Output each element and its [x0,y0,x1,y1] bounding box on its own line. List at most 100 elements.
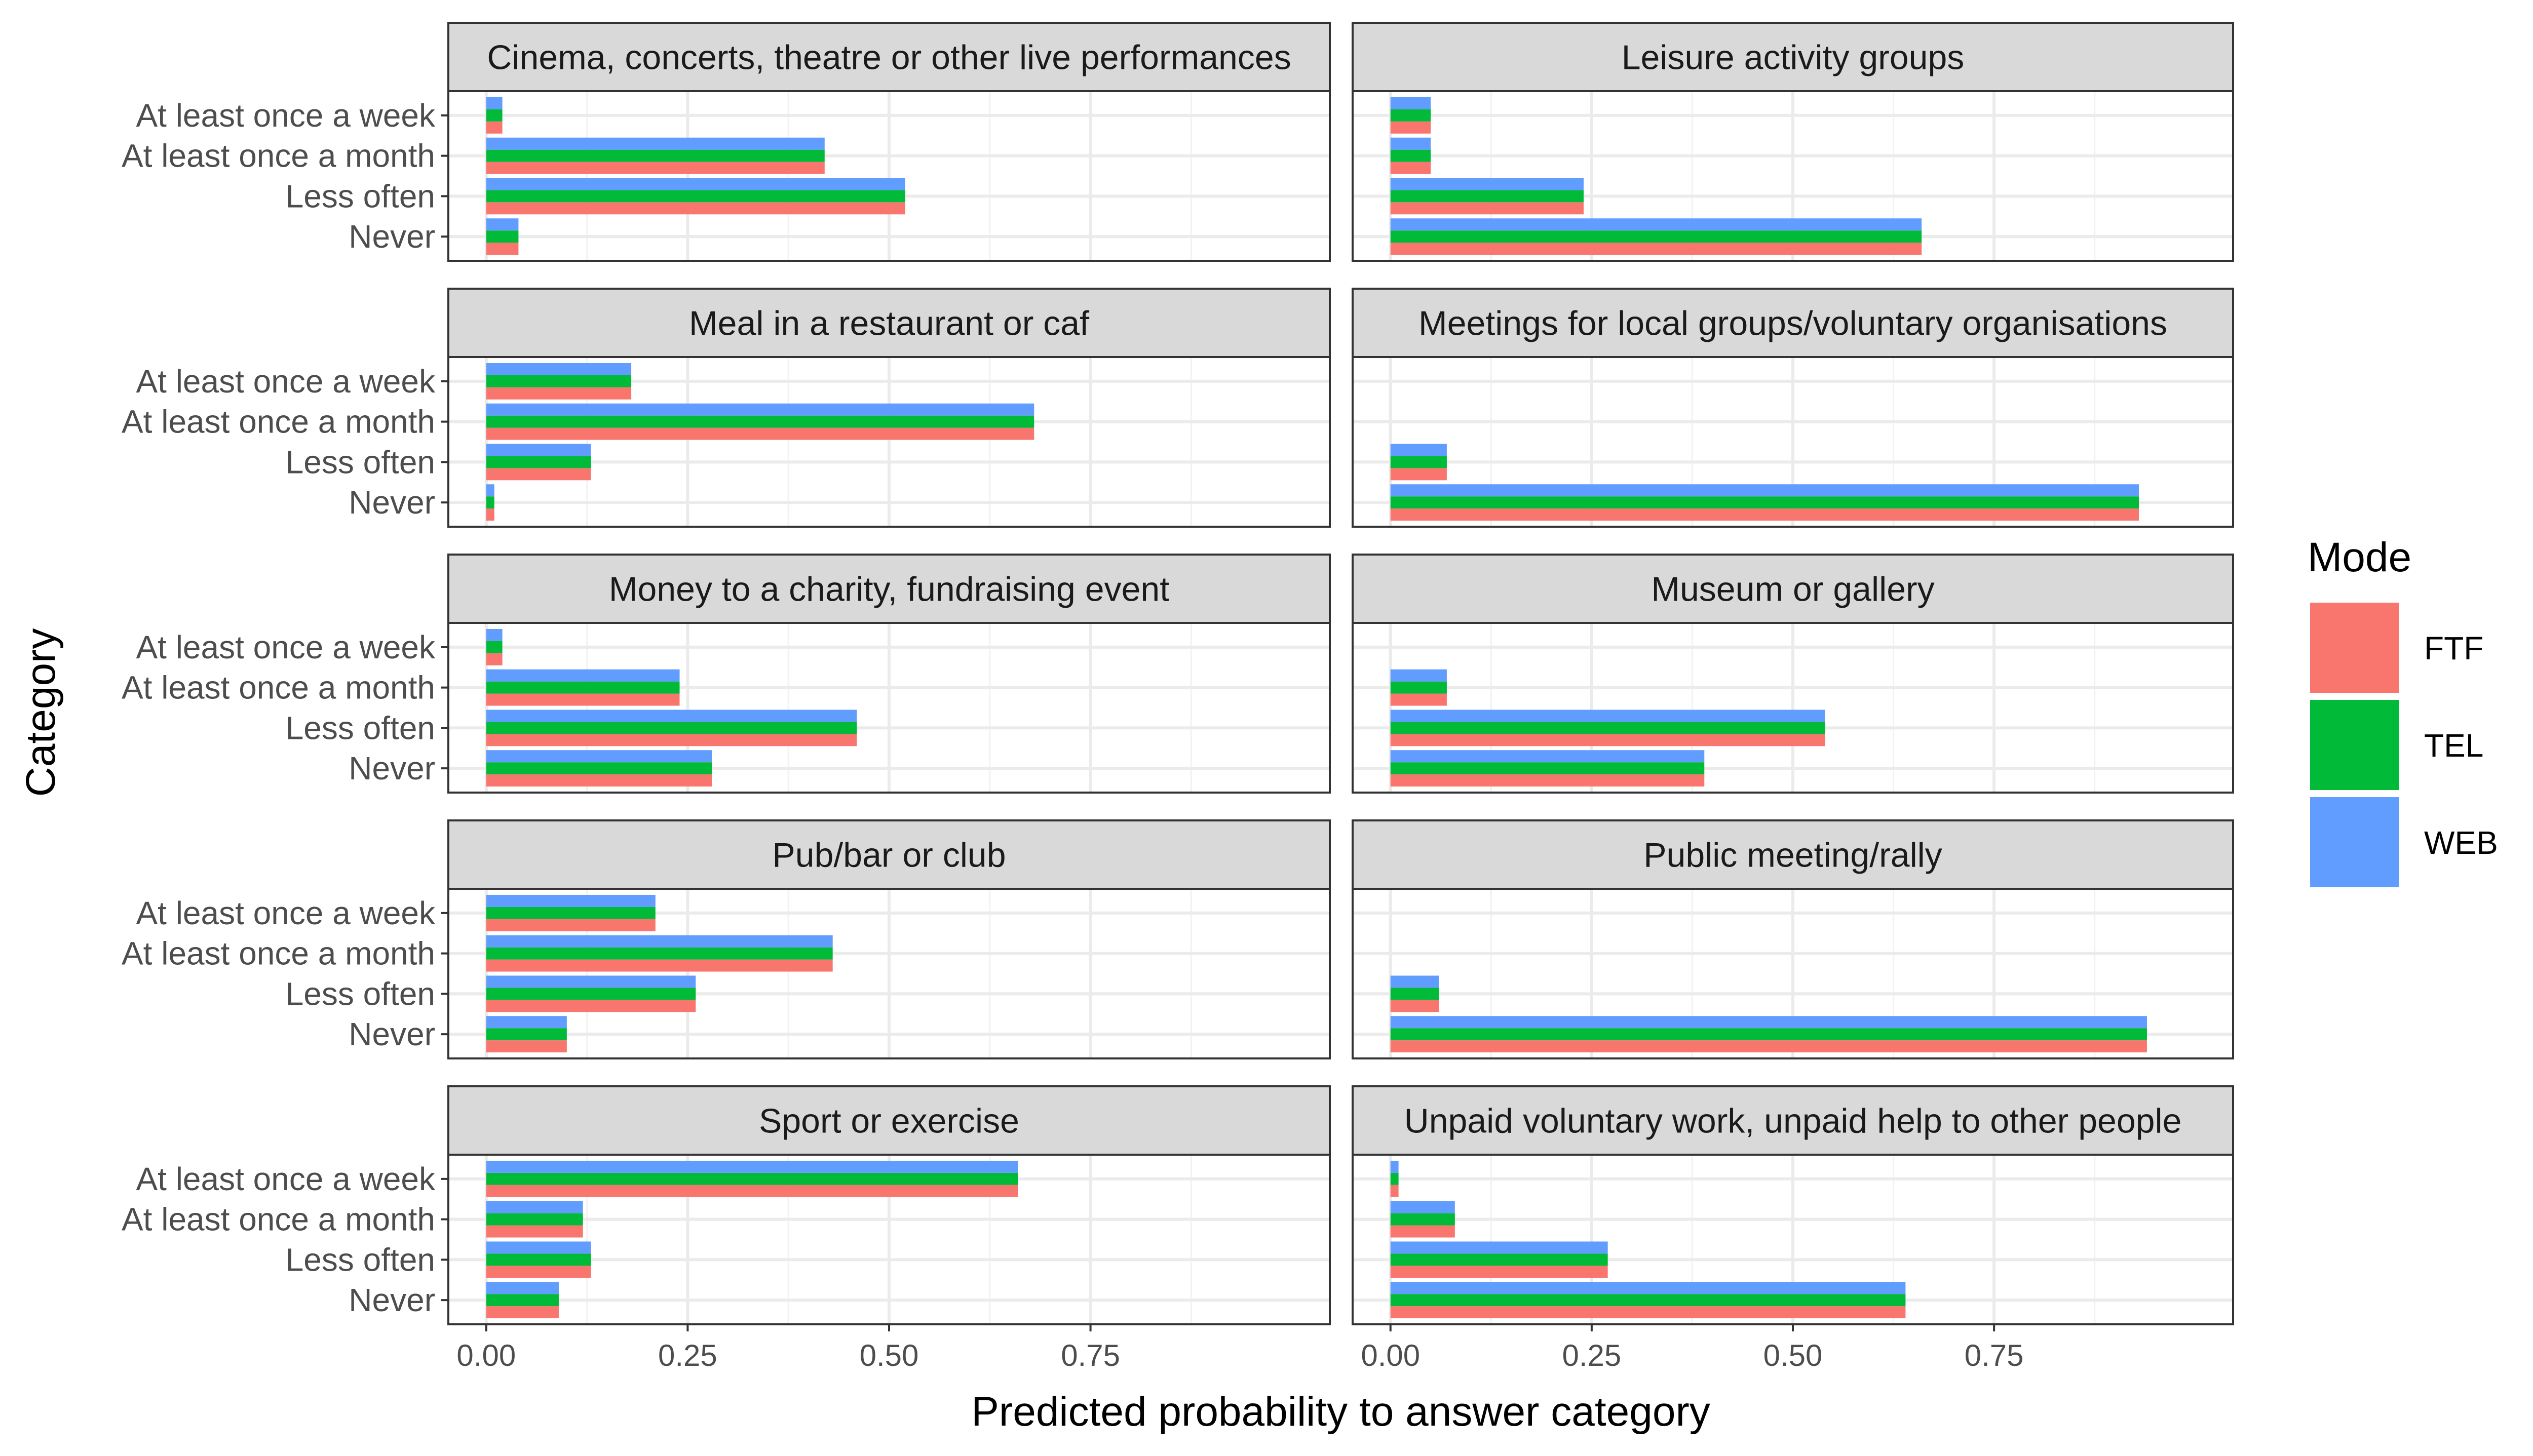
bar [486,1160,1018,1173]
bar [1390,734,1825,746]
facet-strip [1352,288,2234,358]
bar [1390,97,1431,109]
bar [1390,162,1431,174]
bar [486,734,857,746]
bar [1390,710,1825,722]
panel-border [1352,622,2234,794]
bar [1390,1306,1906,1319]
legend: Mode FTF TEL WEB [2308,534,2498,887]
facet-panel: Meetings for local groups/voluntary orga… [1352,288,2234,528]
y-tick-label: At least once a month [122,404,435,440]
facet-panel: Cinema, concerts, theatre or other live … [122,22,1331,262]
bar [1390,190,1584,203]
bar [486,935,833,948]
y-tick-label: At least once a month [122,1201,435,1238]
bar [486,1028,567,1041]
x-tick-label: 0.25 [1562,1339,1621,1372]
y-tick-label: At least once a week [136,629,436,665]
bar [1390,149,1431,162]
y-tick-label: Less often [286,975,435,1012]
bar [486,1253,591,1266]
facet-strip [447,22,1331,92]
bar [486,363,632,375]
facet-panel: Money to a charity, fundraising event At … [122,554,1331,794]
bar [1390,762,1705,775]
bar [486,218,519,231]
bar [1390,1000,1439,1012]
bar [1390,669,1447,682]
bar [486,1282,559,1294]
bar [486,403,1034,416]
bar [1390,975,1439,988]
y-axis-title: Category [18,628,64,797]
panel-border [447,622,1331,794]
bar [1390,444,1447,456]
bar [1390,202,1584,215]
facet-strip [447,288,1331,358]
legend-label: TEL [2424,727,2483,764]
bar [486,710,857,722]
y-tick-label: At least once a week [136,363,436,400]
legend-key [2310,700,2399,790]
bar [486,919,656,931]
bar [486,1000,696,1012]
bar [486,653,503,665]
facet-panels: Cinema, concerts, theatre or other live … [122,22,2234,1372]
bar [1390,774,1705,787]
bar [486,387,632,400]
bar [486,243,519,255]
y-tick-label: At least once a month [122,138,435,174]
bar [486,1040,567,1053]
facet-panel: Pub/bar or club At least once a week At le… [122,819,1331,1059]
panel-border [1352,888,2234,1059]
x-axis-title: Predicted probability to answer category [971,1389,1710,1435]
bar [1390,1201,1455,1213]
bar [486,774,712,787]
facet-title: Cinema, concerts, theatre or other live … [487,38,1291,77]
legend-key [2310,797,2399,887]
y-tick-label: At least once a week [136,1161,436,1197]
bar [486,137,825,150]
bar [1390,988,1439,1000]
legend-title: Mode [2308,534,2411,580]
panel-border [1352,90,2234,262]
bar [486,456,591,468]
facet-panel: Leisure activity groups [1352,22,2234,262]
bar [486,947,833,960]
y-tick-label: Less often [286,444,435,480]
x-tick-label: 0.50 [1763,1339,1823,1372]
bar [1390,1253,1608,1266]
bar [486,1294,559,1307]
bar [486,427,1034,440]
bar [486,894,656,907]
y-tick-label: At least once a week [136,97,436,134]
bar [1390,109,1431,122]
y-tick-label: Never [349,750,435,786]
bar [486,149,825,162]
panel-border [447,888,1331,1059]
bar [486,750,712,763]
legend-key [2310,603,2399,693]
bar [1390,1294,1906,1307]
bar [1390,1185,1399,1197]
bar [486,202,905,215]
bar [1390,218,1922,231]
panel-border [447,90,1331,262]
y-tick-label: Less often [286,178,435,214]
bar [1390,178,1584,190]
x-tick-label: 0.75 [1965,1339,2024,1372]
bar [1390,1266,1608,1278]
bar [486,444,591,456]
bar [486,1225,583,1238]
y-tick-label: Less often [286,710,435,746]
bar [486,975,696,988]
bar [1390,1225,1455,1238]
y-tick-label: At least once a month [122,670,435,706]
bar [486,97,503,109]
x-tick-label: 0.00 [456,1339,516,1372]
bar [1390,230,1922,243]
panel-border [447,356,1331,528]
y-tick-label: Never [349,218,435,255]
bar [486,178,905,190]
